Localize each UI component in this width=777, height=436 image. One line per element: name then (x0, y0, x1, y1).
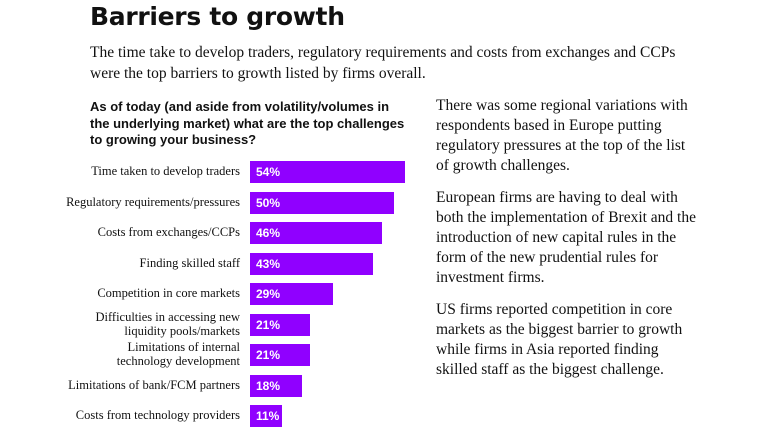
category-label: Costs from technology providers (75, 408, 240, 422)
value-label: 21% (256, 348, 281, 362)
value-label: 46% (256, 226, 281, 240)
bar (250, 344, 311, 366)
paragraph: US firms reported competition in core ma… (436, 301, 683, 378)
category-label: Limitations of bank/FCM partners (68, 377, 240, 392)
chart-title: As of today (and aside from volatility/v… (90, 99, 405, 147)
text-column: There was some regional variations with … (436, 96, 698, 392)
bar (250, 161, 405, 183)
category-label: Limitations of internal technology devel… (116, 340, 240, 368)
intro: The time take to develop traders, regula… (90, 44, 676, 82)
bar (250, 283, 334, 305)
value-label: 18% (256, 378, 281, 393)
bar (250, 405, 282, 427)
value-label: 54% (256, 165, 281, 179)
value-label: 21% (256, 317, 281, 332)
value-label: 43% (256, 256, 281, 271)
value-label: 50% (256, 195, 281, 210)
value-label: 11% (256, 409, 280, 423)
paragraph: European firms are having to deal with b… (436, 189, 696, 286)
value-label: 29% (256, 287, 281, 301)
title: Barriers to growth (90, 2, 345, 31)
bar (250, 191, 394, 214)
category-label: Costs from exchanges/CCPs (97, 225, 240, 239)
category-label: Finding skilled staff (139, 255, 240, 270)
bar (250, 313, 311, 336)
paragraph: There was some regional variations with … (436, 97, 688, 174)
category-label: Competition in core markets (97, 286, 240, 300)
bar (250, 222, 383, 244)
bar (250, 374, 302, 397)
category-label: Difficulties in accessing new liquidity … (95, 309, 240, 338)
category-label: Time taken to develop traders (91, 164, 240, 178)
bar (250, 252, 374, 275)
category-label: Regulatory requirements/pressures (66, 194, 240, 209)
